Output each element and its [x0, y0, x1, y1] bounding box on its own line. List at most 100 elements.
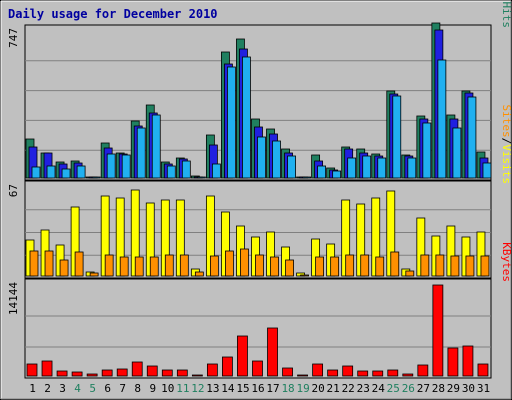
x-label-day-7: 7: [119, 382, 126, 395]
chart-title: Daily usage for December 2010: [8, 7, 218, 21]
bar-kbytes-day-27: [417, 364, 429, 377]
bar-kbytes-day-13: [206, 363, 218, 377]
bar-pages-day-21: [332, 170, 342, 179]
bar-kbytes-day-30: [462, 345, 474, 377]
bar-pages-day-6: [106, 153, 116, 179]
bar-pages-day-17: [272, 140, 281, 179]
bar-kbytes-day-26: [402, 373, 414, 377]
x-label-day-21: 21: [327, 382, 340, 395]
bar-kbytes-day-21: [327, 369, 339, 377]
bar-kbytes-day-11: [176, 369, 188, 377]
bar-sites-day-3: [59, 259, 69, 277]
x-label-day-19: 19: [296, 382, 309, 395]
bar-sites-day-29: [450, 255, 460, 277]
bar-kbytes-day-23: [357, 370, 369, 377]
x-label-day-1: 1: [29, 382, 36, 395]
bar-sites-day-19: [300, 274, 309, 277]
bar-pages-day-26: [407, 157, 417, 179]
bar-sites-day-23: [360, 254, 370, 277]
x-label-day-8: 8: [134, 382, 141, 395]
x-label-day-5: 5: [89, 382, 96, 395]
legend-visits: Visits: [500, 144, 512, 184]
bar-sites-day-18: [285, 259, 294, 277]
x-label-day-17: 17: [266, 382, 279, 395]
bar-kbytes-day-14: [222, 356, 233, 377]
bar-pages-day-18: [287, 155, 296, 179]
bar-kbytes-day-3: [56, 370, 68, 377]
bar-pages-day-2: [46, 165, 56, 179]
x-label-day-3: 3: [59, 382, 66, 395]
x-label-day-24: 24: [372, 382, 386, 395]
bar-sites-day-17: [270, 256, 279, 277]
bar-pages-day-3: [61, 168, 71, 179]
panel-top-legend: Pages/Files/Hits: [500, 0, 512, 28]
bar-pages-day-28: [437, 59, 447, 179]
bar-kbytes-day-6: [101, 369, 113, 377]
bar-pages-day-30: [467, 96, 477, 179]
bar-pages-day-27: [422, 122, 432, 179]
bar-sites-day-10: [164, 254, 174, 277]
bar-sites-day-16: [255, 254, 264, 277]
bar-sites-day-7: [119, 256, 129, 277]
bar-kbytes-day-20: [312, 363, 324, 377]
bar-pages-day-11: [181, 160, 191, 179]
bar-sites-day-24: [375, 256, 385, 277]
legend-hits: Hits: [500, 2, 512, 29]
bar-kbytes-day-12: [191, 374, 203, 377]
x-label-day-22: 22: [342, 382, 355, 395]
bar-kbytes-day-29: [447, 347, 459, 377]
bar-sites-day-14: [225, 250, 234, 277]
bar-sites-day-28: [435, 254, 445, 277]
panel-bottom: 14144 KBytes: [7, 242, 512, 379]
bar-pages-day-20: [317, 165, 327, 179]
x-label-day-20: 20: [312, 382, 325, 395]
bar-pages-day-14: [227, 66, 236, 179]
bar-pages-day-15: [242, 56, 251, 179]
x-label-day-23: 23: [357, 382, 370, 395]
bar-pages-day-24: [377, 157, 387, 179]
bar-pages-day-8: [136, 127, 146, 179]
panel-middle-legend: Sites/Visits: [500, 105, 512, 185]
bar-sites-day-20: [315, 256, 325, 277]
bar-pages-day-19: [302, 176, 311, 179]
bar-kbytes-day-1: [26, 363, 38, 377]
x-label-day-4: 4: [74, 382, 81, 395]
bar-sites-day-31: [480, 255, 490, 277]
chart-panels: 747Pages/Files/Hits67Sites/Visits14144KB…: [7, 0, 512, 379]
x-axis-labels: 1 2 3 4 5 6 7 8 9 10 11 12 13 14 15 16 17 18 19 20 21 22 23 24 2…: [29, 382, 490, 395]
bar-sites-day-11: [179, 254, 189, 277]
x-label-day-9: 9: [149, 382, 156, 395]
bar-kbytes-day-17: [267, 327, 278, 377]
x-label-day-6: 6: [104, 382, 111, 395]
x-label-day-11: 11: [176, 382, 189, 395]
bar-sites-day-12: [194, 271, 204, 277]
panel-bottom-ymax-label: 14144: [7, 282, 20, 315]
bar-pages-day-9: [151, 114, 161, 179]
bar-kbytes-day-19: [297, 374, 308, 377]
bar-kbytes-day-24: [372, 370, 384, 377]
bar-pages-day-22: [347, 157, 357, 179]
x-label-day-26: 26: [402, 382, 415, 395]
x-label-day-31: 31: [477, 382, 490, 395]
bar-sites-day-26: [405, 270, 415, 277]
bar-sites-day-9: [149, 256, 159, 277]
x-label-day-30: 30: [462, 382, 475, 395]
panel-middle-ymax-label: 67: [7, 184, 20, 197]
bar-sites-day-21: [330, 256, 340, 277]
bar-pages-day-4: [76, 165, 86, 179]
bar-sites-day-22: [345, 254, 355, 277]
bar-sites-day-2: [44, 250, 54, 277]
bar-kbytes-day-18: [282, 367, 293, 377]
bar-sites-day-6: [104, 254, 114, 277]
bar-sites-day-27: [420, 254, 430, 277]
bar-pages-day-5: [91, 176, 101, 179]
x-label-day-10: 10: [161, 382, 174, 395]
panel-bottom-legend: KBytes: [500, 242, 512, 282]
bar-pages-day-1: [31, 166, 41, 179]
x-label-day-14: 14: [221, 382, 235, 395]
x-label-day-29: 29: [447, 382, 460, 395]
bar-pages-day-7: [121, 154, 131, 179]
bar-kbytes-day-4: [71, 371, 83, 377]
bar-pages-day-29: [452, 127, 462, 179]
